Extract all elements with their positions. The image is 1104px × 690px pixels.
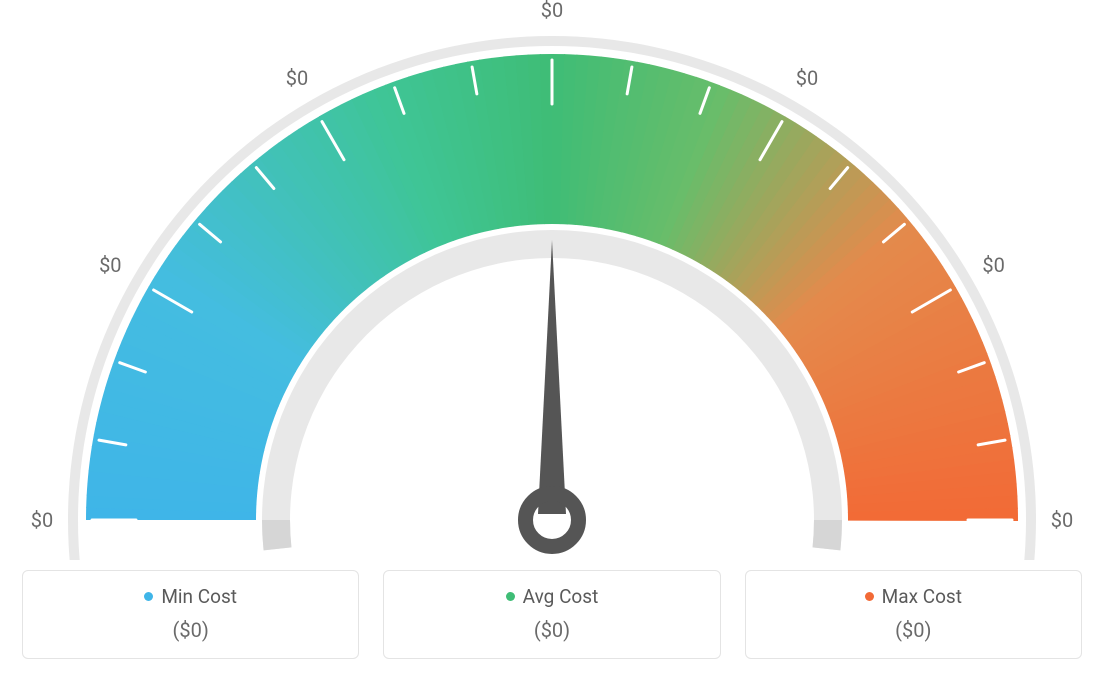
gauge-tick-label: $0 [31,508,53,532]
gauge-svg [0,0,1104,560]
gauge-tick-label: $0 [982,253,1004,277]
legend-value-avg: ($0) [394,618,709,642]
legend-value-max: ($0) [756,618,1071,642]
legend-value-min: ($0) [33,618,348,642]
gauge-tick-label: $0 [796,66,818,90]
legend-card-min: Min Cost ($0) [22,570,359,659]
legend-label-max: Max Cost [882,585,962,608]
legend-dot-max [865,592,874,601]
gauge-tick-label: $0 [286,66,308,90]
gauge-chart: $0 $0 $0 $0 $0 $0 $0 [0,0,1104,560]
legend-dot-min [144,592,153,601]
legend-card-max: Max Cost ($0) [745,570,1082,659]
gauge-tick-label: $0 [541,0,563,22]
legend-title-max: Max Cost [865,585,962,608]
legend-label-avg: Avg Cost [523,585,599,608]
legend-title-avg: Avg Cost [506,585,599,608]
chart-container: $0 $0 $0 $0 $0 $0 $0 Min Cost ($0) Avg Cost ($… [0,0,1104,690]
legend-title-min: Min Cost [144,585,237,608]
legend-dot-avg [506,592,515,601]
gauge-tick-label: $0 [1051,508,1073,532]
gauge-tick-label: $0 [99,253,121,277]
legend-label-min: Min Cost [161,585,237,608]
legend-row: Min Cost ($0) Avg Cost ($0) Max Cost ($0… [22,570,1082,659]
legend-card-avg: Avg Cost ($0) [383,570,720,659]
